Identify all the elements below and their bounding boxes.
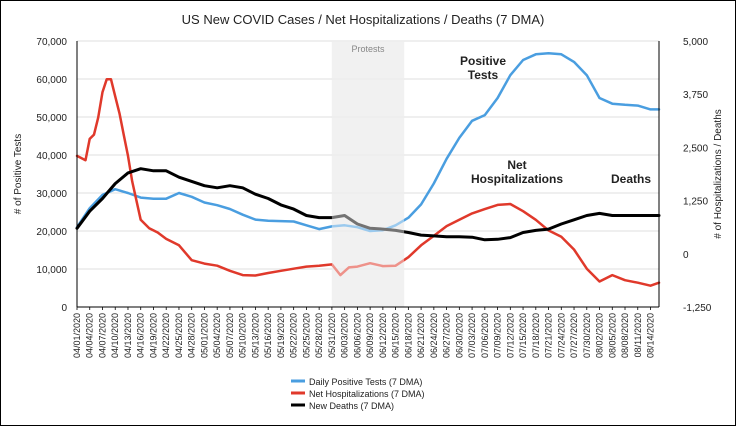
x-tick-label: 04/25/2020 xyxy=(174,313,184,358)
x-tick-label: 05/28/2020 xyxy=(314,313,324,358)
annotation-text: Positive xyxy=(460,54,506,68)
x-tick-label: 06/27/2020 xyxy=(442,313,452,358)
x-tick-label: 04/13/2020 xyxy=(123,313,133,358)
x-tick-label: 04/16/2020 xyxy=(136,313,146,358)
x-tick-label: 06/30/2020 xyxy=(454,313,464,358)
x-tick-label: 07/30/2020 xyxy=(582,313,592,358)
x-tick-label: 07/18/2020 xyxy=(531,313,541,358)
x-tick-label: 05/13/2020 xyxy=(250,313,260,358)
annotation-text: Net xyxy=(507,158,526,172)
x-tick-label: 05/16/2020 xyxy=(263,313,273,358)
legend-label: New Deaths (7 DMA) xyxy=(309,401,394,411)
legend-label: Net Hospitalizations (7 DMA) xyxy=(309,389,425,399)
x-tick-label: 07/15/2020 xyxy=(518,313,528,358)
x-tick-label: 04/28/2020 xyxy=(187,313,197,358)
x-tick-label: 07/24/2020 xyxy=(556,313,566,358)
x-tick-label: 04/07/2020 xyxy=(97,313,107,358)
legend: Daily Positive Tests (7 DMA) Net Hospital… xyxy=(291,377,425,411)
series-line xyxy=(75,78,661,287)
annotation-text: Deaths xyxy=(611,172,651,186)
x-tick-label: 05/01/2020 xyxy=(199,313,209,358)
x-tick-label: 05/25/2020 xyxy=(301,313,311,358)
protests-overlay xyxy=(331,41,405,307)
x-tick-label: 04/04/2020 xyxy=(85,313,95,358)
axes xyxy=(76,41,660,308)
x-tick-label: 05/31/2020 xyxy=(327,313,337,358)
x-tick-label: 04/19/2020 xyxy=(148,313,158,358)
x-tick-label: 04/10/2020 xyxy=(110,313,120,358)
x-tick-label: 07/21/2020 xyxy=(544,313,554,358)
y-left-tick-label: 50,000 xyxy=(36,113,67,124)
y-right-tick-label: 2,500 xyxy=(683,143,708,154)
x-tick-label: 05/07/2020 xyxy=(225,313,235,358)
x-tick-label: 05/04/2020 xyxy=(212,313,222,358)
series-line xyxy=(75,167,661,242)
chart-title: US New COVID Cases / Net Hospitalization… xyxy=(182,12,545,27)
series-line xyxy=(75,51,661,233)
y-right-tick-label: 1,250 xyxy=(683,197,708,208)
x-tick-label: 06/03/2020 xyxy=(340,313,350,358)
y-left-tick-label: 0 xyxy=(61,303,67,314)
x-tick-label: 06/18/2020 xyxy=(403,313,413,358)
x-tick-label: 05/22/2020 xyxy=(289,313,299,358)
x-tick-label: 06/06/2020 xyxy=(352,313,362,358)
x-tick-label: 06/24/2020 xyxy=(429,313,439,358)
y-axis-left-ticks: 0 10,000 20,000 30,000 40,000 50,000 60,000 70,… xyxy=(36,37,67,314)
y-right-tick-label: 0 xyxy=(683,250,689,261)
x-tick-label: 06/12/2020 xyxy=(378,313,388,358)
y-right-tick-label: 5,000 xyxy=(683,37,708,48)
y-left-tick-label: 70,000 xyxy=(36,37,67,48)
x-tick-label: 07/09/2020 xyxy=(493,313,503,358)
y-left-tick-label: 40,000 xyxy=(36,151,67,162)
x-tick-label: 04/01/2020 xyxy=(72,313,82,358)
x-tick-label: 08/08/2020 xyxy=(620,313,630,358)
x-tick-label: 08/05/2020 xyxy=(607,313,617,358)
y-axis-left-label: # of Positive Tests xyxy=(13,134,24,214)
y-axis-right-label: # of Hospitalizations / Deaths xyxy=(713,109,724,239)
x-tick-label: 06/15/2020 xyxy=(391,313,401,358)
legend-label: Daily Positive Tests (7 DMA) xyxy=(309,377,422,387)
x-tick-label: 04/22/2020 xyxy=(161,313,171,358)
y-left-tick-label: 30,000 xyxy=(36,189,67,200)
y-left-tick-label: 60,000 xyxy=(36,75,67,86)
x-tick-label: 06/21/2020 xyxy=(416,313,426,358)
x-tick-label: 07/06/2020 xyxy=(480,313,490,358)
x-tick-label: 08/02/2020 xyxy=(595,313,605,358)
protests-label: Protests xyxy=(351,44,385,54)
x-tick-label: 05/19/2020 xyxy=(276,313,286,358)
x-tick-label: 07/27/2020 xyxy=(569,313,579,358)
x-tick-label: 08/14/2020 xyxy=(646,313,656,358)
y-right-tick-label: 3,750 xyxy=(683,90,708,101)
x-tick-label: 07/12/2020 xyxy=(505,313,515,358)
x-tick-label: 08/11/2020 xyxy=(633,313,643,357)
y-right-tick-label: -1,250 xyxy=(683,303,712,314)
x-tick-label: 06/09/2020 xyxy=(365,313,375,358)
annotation-text: Tests xyxy=(468,68,499,82)
x-tick-label: 05/10/2020 xyxy=(238,313,248,358)
x-tick-label: 07/03/2020 xyxy=(467,313,477,358)
series-lines xyxy=(75,41,661,307)
annotation-text: Hospitalizations xyxy=(471,172,563,186)
y-left-tick-label: 10,000 xyxy=(36,265,67,276)
y-axis-right-ticks: -1,250 0 1,250 2,500 3,750 5,000 xyxy=(683,37,712,314)
x-axis-ticks: 04/01/2020 04/04/2020 04/07/2020 04/10/2020… xyxy=(72,307,656,358)
y-left-tick-label: 20,000 xyxy=(36,227,67,238)
